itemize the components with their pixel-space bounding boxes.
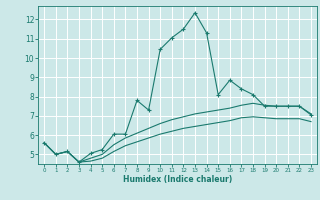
X-axis label: Humidex (Indice chaleur): Humidex (Indice chaleur) — [123, 175, 232, 184]
